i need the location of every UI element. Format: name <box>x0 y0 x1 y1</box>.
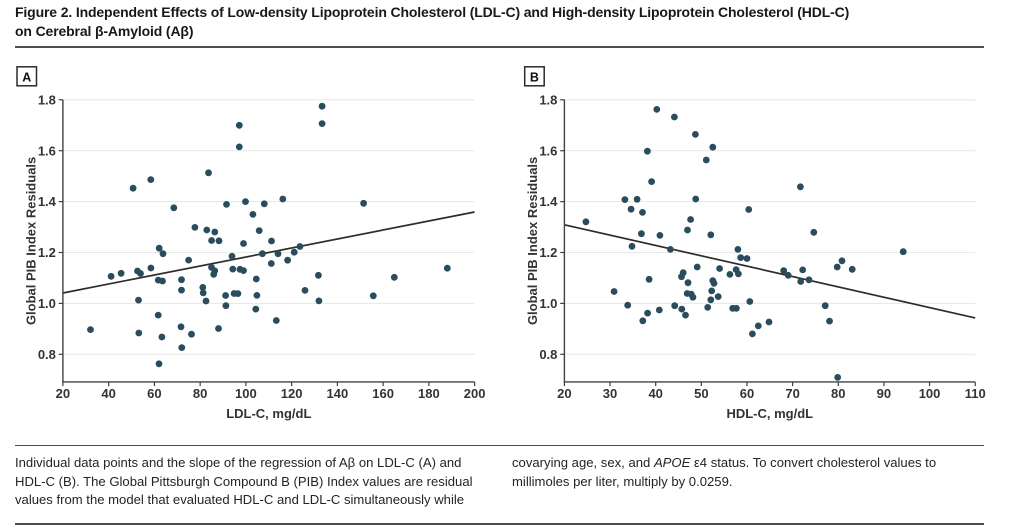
svg-text:LDL-C, mg/dL: LDL-C, mg/dL <box>226 406 311 421</box>
svg-text:80: 80 <box>193 386 207 401</box>
svg-text:30: 30 <box>603 386 617 401</box>
svg-text:180: 180 <box>418 386 440 401</box>
svg-text:0.8: 0.8 <box>539 347 557 362</box>
svg-text:HDL-C, mg/dL: HDL-C, mg/dL <box>726 406 813 421</box>
svg-text:20: 20 <box>557 386 571 401</box>
svg-text:1.6: 1.6 <box>539 143 557 158</box>
svg-text:1.4: 1.4 <box>539 194 558 209</box>
svg-text:Global PIB Index Residuals: Global PIB Index Residuals <box>525 157 540 325</box>
svg-text:60: 60 <box>147 386 161 401</box>
svg-text:160: 160 <box>372 386 394 401</box>
svg-text:110: 110 <box>965 386 986 401</box>
svg-text:20: 20 <box>56 386 70 401</box>
svg-text:Global PIB Index Residuals: Global PIB Index Residuals <box>24 157 39 325</box>
svg-text:60: 60 <box>740 386 754 401</box>
svg-text:40: 40 <box>101 386 115 401</box>
svg-text:100: 100 <box>235 386 257 401</box>
svg-text:1.2: 1.2 <box>38 245 56 260</box>
svg-text:A: A <box>22 70 31 84</box>
svg-text:100: 100 <box>919 386 941 401</box>
svg-text:B: B <box>530 70 539 84</box>
svg-text:70: 70 <box>785 386 799 401</box>
svg-text:200: 200 <box>464 386 486 401</box>
svg-text:80: 80 <box>831 386 845 401</box>
svg-text:1.4: 1.4 <box>38 194 57 209</box>
svg-text:1.0: 1.0 <box>539 296 557 311</box>
svg-text:1.0: 1.0 <box>38 296 56 311</box>
svg-text:90: 90 <box>877 386 891 401</box>
svg-text:1.6: 1.6 <box>38 143 56 158</box>
svg-text:120: 120 <box>281 386 303 401</box>
svg-text:1.8: 1.8 <box>38 92 56 107</box>
svg-text:0.8: 0.8 <box>38 347 56 362</box>
svg-text:1.2: 1.2 <box>539 245 557 260</box>
svg-text:40: 40 <box>648 386 662 401</box>
svg-text:140: 140 <box>327 386 349 401</box>
svg-text:1.8: 1.8 <box>539 92 557 107</box>
svg-text:50: 50 <box>694 386 708 401</box>
